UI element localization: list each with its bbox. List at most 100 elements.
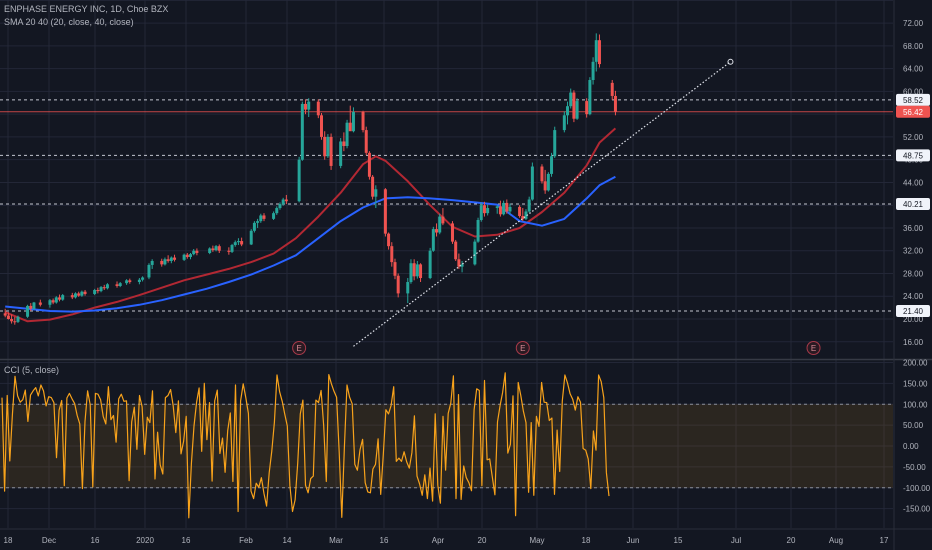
- price-axis[interactable]: 16.0020.0024.0028.0032.0036.0040.0044.00…: [903, 19, 924, 347]
- candle[interactable]: [300, 101, 304, 161]
- candle[interactable]: [80, 290, 84, 297]
- time-axis[interactable]: 18 Dec 16 2020 16 Feb 14 Mar 16 Apr 20 May 18 Jun 15 Ju…: [4, 536, 889, 545]
- candle[interactable]: [575, 98, 579, 120]
- candle[interactable]: [6, 312, 10, 320]
- candle[interactable]: [530, 162, 534, 201]
- candle[interactable]: [409, 259, 413, 284]
- trendline-end-handle[interactable]: [727, 58, 734, 65]
- candle[interactable]: [227, 247, 231, 255]
- candle[interactable]: [476, 217, 480, 243]
- candle[interactable]: [364, 126, 368, 156]
- candle[interactable]: [431, 226, 435, 252]
- candle[interactable]: [275, 206, 279, 215]
- candle[interactable]: [150, 259, 154, 269]
- candle[interactable]: [137, 278, 141, 285]
- candle[interactable]: [320, 113, 323, 140]
- sma-indicator-label[interactable]: SMA 20 40 (20, close, 40, close): [4, 17, 134, 27]
- candle[interactable]: [495, 205, 499, 214]
- candle[interactable]: [383, 188, 387, 237]
- candle[interactable]: [160, 258, 164, 267]
- candle[interactable]: [585, 98, 589, 118]
- candle[interactable]: [214, 245, 218, 252]
- candle[interactable]: [502, 200, 506, 216]
- candle[interactable]: [572, 90, 576, 123]
- candle[interactable]: [29, 303, 33, 312]
- candle[interactable]: [457, 253, 461, 269]
- candle[interactable]: [38, 299, 42, 307]
- candle[interactable]: [3, 308, 7, 318]
- candle[interactable]: [374, 185, 378, 209]
- candle[interactable]: [70, 292, 74, 300]
- candle[interactable]: [540, 164, 544, 184]
- candle[interactable]: [460, 260, 464, 273]
- candle[interactable]: [597, 34, 601, 68]
- candle[interactable]: [521, 208, 525, 222]
- candle[interactable]: [249, 229, 253, 246]
- candle[interactable]: [252, 221, 256, 233]
- candle[interactable]: [454, 239, 458, 261]
- candle[interactable]: [230, 243, 234, 253]
- candle[interactable]: [284, 194, 288, 205]
- candle[interactable]: [118, 282, 122, 288]
- candle[interactable]: [569, 88, 573, 109]
- candle[interactable]: [185, 252, 189, 259]
- candle[interactable]: [441, 208, 445, 226]
- candle[interactable]: [195, 248, 199, 256]
- candle[interactable]: [256, 218, 260, 228]
- candle[interactable]: [450, 221, 454, 244]
- candle[interactable]: [367, 151, 371, 180]
- candle[interactable]: [13, 316, 17, 325]
- candle[interactable]: [553, 126, 557, 158]
- candle[interactable]: [141, 276, 145, 282]
- candle[interactable]: [58, 294, 62, 302]
- candle[interactable]: [233, 240, 237, 247]
- candle[interactable]: [323, 131, 327, 160]
- candle[interactable]: [96, 287, 100, 294]
- candle[interactable]: [192, 249, 196, 256]
- candle[interactable]: [77, 291, 81, 297]
- candle[interactable]: [326, 134, 330, 158]
- candle[interactable]: [428, 247, 432, 280]
- candle[interactable]: [348, 105, 352, 132]
- candle[interactable]: [16, 315, 20, 323]
- candle[interactable]: [61, 293, 65, 301]
- candles[interactable]: [3, 33, 617, 325]
- candle[interactable]: [498, 200, 502, 217]
- candle[interactable]: [147, 263, 151, 280]
- earnings-marker[interactable]: E: [806, 341, 821, 355]
- candle[interactable]: [32, 301, 36, 310]
- candle[interactable]: [361, 110, 365, 133]
- candle[interactable]: [262, 213, 266, 222]
- candle[interactable]: [83, 289, 87, 296]
- candle[interactable]: [93, 288, 97, 296]
- candle[interactable]: [51, 298, 55, 305]
- candle[interactable]: [307, 98, 311, 118]
- candle[interactable]: [278, 202, 282, 210]
- candle[interactable]: [390, 242, 394, 267]
- trendline[interactable]: [353, 58, 734, 347]
- candle[interactable]: [543, 169, 547, 194]
- candle[interactable]: [415, 260, 419, 279]
- candle[interactable]: [182, 253, 186, 261]
- candle[interactable]: [236, 238, 240, 246]
- candle[interactable]: [351, 107, 355, 133]
- candle[interactable]: [173, 254, 177, 262]
- candle[interactable]: [524, 209, 528, 220]
- candle[interactable]: [48, 299, 52, 308]
- candle[interactable]: [479, 202, 483, 222]
- candle[interactable]: [387, 232, 391, 250]
- cci-indicator-label[interactable]: CCI (5, close): [4, 365, 60, 375]
- candle[interactable]: [508, 203, 512, 215]
- candle[interactable]: [594, 33, 598, 72]
- candle[interactable]: [272, 211, 276, 220]
- candle[interactable]: [412, 259, 416, 281]
- candle[interactable]: [217, 244, 221, 253]
- candle[interactable]: [550, 152, 554, 177]
- candle[interactable]: [99, 285, 103, 293]
- candle[interactable]: [281, 197, 285, 206]
- candle[interactable]: [54, 296, 58, 304]
- candle[interactable]: [406, 278, 410, 304]
- candle[interactable]: [169, 256, 173, 264]
